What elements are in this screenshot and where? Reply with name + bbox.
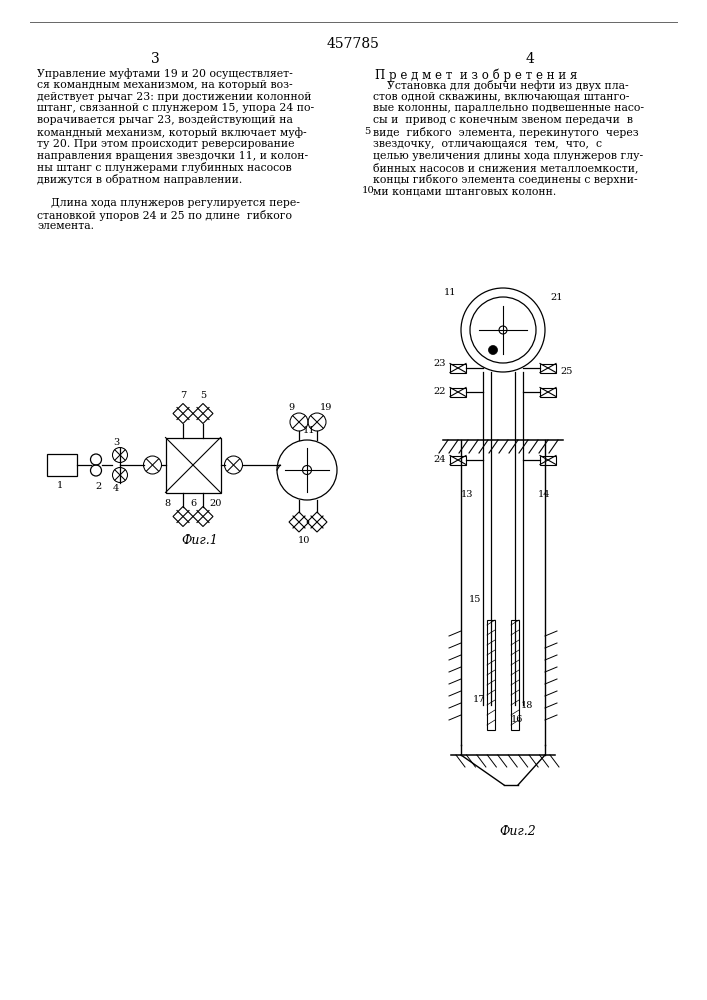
Bar: [450, 363, 466, 372]
Text: Фиг.2: Фиг.2: [500, 825, 537, 838]
Bar: [165, 438, 221, 492]
Text: виде  гибкого  элемента, перекинутого  через: виде гибкого элемента, перекинутого чере…: [373, 127, 638, 138]
Text: П р е д м е т  и з о б р е т е н и я: П р е д м е т и з о б р е т е н и я: [375, 68, 577, 82]
Text: 14: 14: [538, 490, 551, 499]
Text: 22: 22: [433, 387, 446, 396]
Text: 6: 6: [190, 499, 196, 508]
Text: целью увеличения длины хода плунжеров глу-: целью увеличения длины хода плунжеров гл…: [373, 151, 643, 161]
Text: 19: 19: [320, 403, 332, 412]
Text: 25: 25: [560, 367, 573, 376]
Text: Фиг.1: Фиг.1: [182, 534, 218, 548]
Bar: [487, 620, 495, 730]
Text: стов одной скважины, включающая штанго-: стов одной скважины, включающая штанго-: [373, 92, 629, 102]
Text: 10: 10: [362, 186, 375, 195]
Text: 15: 15: [469, 595, 481, 604]
Text: 3: 3: [151, 52, 159, 66]
Text: бинных насосов и снижения металлоемкости,: бинных насосов и снижения металлоемкости…: [373, 162, 638, 173]
Text: 16: 16: [511, 716, 523, 724]
Text: штанг, связанной с плунжером 15, упора 24 по-: штанг, связанной с плунжером 15, упора 2…: [37, 103, 314, 113]
Text: 1: 1: [57, 481, 63, 490]
Text: 10: 10: [298, 536, 310, 545]
Text: 5: 5: [200, 390, 206, 399]
Bar: [540, 363, 556, 372]
Text: вые колонны, параллельно подвешенные насо-: вые колонны, параллельно подвешенные нас…: [373, 103, 644, 113]
Text: действует рычаг 23: при достижении колонной: действует рычаг 23: при достижении колон…: [37, 92, 312, 102]
Circle shape: [489, 346, 498, 355]
Text: 18: 18: [521, 700, 533, 710]
Text: 11: 11: [443, 288, 456, 297]
Bar: [450, 456, 466, 464]
Text: 11: 11: [303, 426, 315, 435]
Text: ворачивается рычаг 23, воздействующий на: ворачивается рычаг 23, воздействующий на: [37, 115, 293, 125]
Text: Длина хода плунжеров регулируется пере-: Длина хода плунжеров регулируется пере-: [37, 198, 300, 208]
Text: ту 20. При этом происходит реверсирование: ту 20. При этом происходит реверсировани…: [37, 139, 295, 149]
Bar: [450, 387, 466, 396]
Bar: [540, 387, 556, 396]
Text: Управление муфтами 19 и 20 осуществляет-: Управление муфтами 19 и 20 осуществляет-: [37, 68, 293, 79]
Text: 21: 21: [550, 293, 563, 302]
Text: 7: 7: [180, 390, 186, 399]
Text: 4: 4: [525, 52, 534, 66]
Text: 457785: 457785: [327, 37, 380, 51]
Text: 8: 8: [165, 499, 170, 508]
Text: 17: 17: [472, 696, 485, 704]
Text: 20: 20: [209, 499, 222, 508]
Text: 13: 13: [460, 490, 473, 499]
Text: 23: 23: [433, 359, 446, 367]
Bar: [511, 620, 519, 730]
Text: элемента.: элемента.: [37, 221, 94, 231]
Text: 3: 3: [113, 438, 119, 447]
Text: 9: 9: [288, 403, 294, 412]
Text: движутся в обратном направлении.: движутся в обратном направлении.: [37, 174, 243, 185]
Text: ся командным механизмом, на который воз-: ся командным механизмом, на который воз-: [37, 80, 293, 90]
Text: 2: 2: [95, 482, 101, 491]
Text: командный механизм, который включает муф-: командный механизм, который включает муф…: [37, 127, 307, 138]
Text: ны штанг с плунжерами глубинных насосов: ны штанг с плунжерами глубинных насосов: [37, 162, 292, 173]
Text: 5: 5: [364, 127, 370, 136]
Text: 24: 24: [433, 456, 446, 464]
Text: 4: 4: [113, 484, 119, 493]
Text: становкой упоров 24 и 25 по длине  гибкого: становкой упоров 24 и 25 по длине гибког…: [37, 210, 292, 221]
Text: Установка для добычи нефти из двух пла-: Установка для добычи нефти из двух пла-: [373, 80, 629, 91]
Text: звездочку,  отличающаяся  тем,  что,  с: звездочку, отличающаяся тем, что, с: [373, 139, 602, 149]
Text: ми концами штанговых колонн.: ми концами штанговых колонн.: [373, 186, 556, 196]
Text: концы гибкого элемента соединены с верхни-: концы гибкого элемента соединены с верхн…: [373, 174, 638, 185]
Text: сы и  привод с конечным звеном передачи  в: сы и привод с конечным звеном передачи в: [373, 115, 633, 125]
Bar: [540, 456, 556, 464]
Text: направления вращения звездочки 11, и колон-: направления вращения звездочки 11, и кол…: [37, 151, 308, 161]
Bar: [47, 454, 77, 476]
